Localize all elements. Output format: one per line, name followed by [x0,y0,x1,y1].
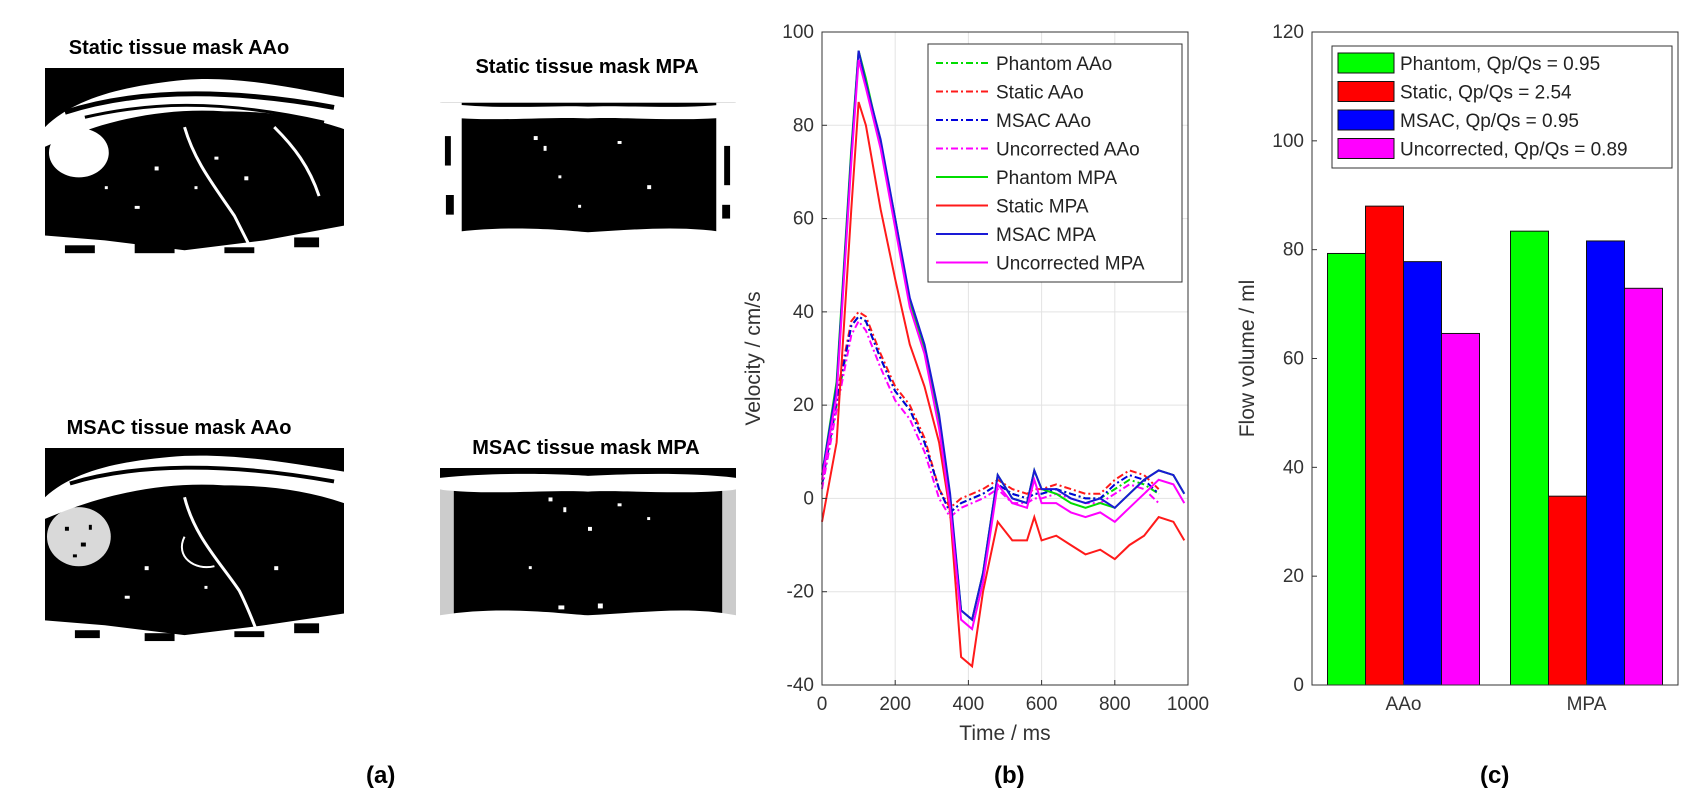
legend-swatch [1337,81,1395,102]
y-tick-label: 0 [1293,675,1304,696]
legend-label: Phantom AAo [996,54,1112,75]
x-axis-label: Time / ms [959,722,1050,745]
legend-label: Static, Qp/Qs = 2.54 [1400,83,1572,104]
bar [1327,252,1366,686]
flow-volume-bar-chart: AAo MPA 0 20 40 60 80 100 120 Flow volume / ml Pha… [1236,22,1679,715]
series-line [821,319,1160,519]
bar [1548,495,1587,686]
bar [1403,261,1442,686]
x-tick-label: 400 [953,694,985,715]
mask-title-msac-aao: MSAC tissue mask AAo [66,417,292,439]
legend-label: MSAC MPA [996,225,1096,246]
y-axis-label: Velocity / cm/s [742,291,765,425]
y-tick-label: 20 [1283,566,1304,587]
mask-title-static-mpa: Static tissue mask MPA [475,56,699,78]
x-tick-label: 0 [817,694,828,715]
legend-swatch [1337,109,1395,131]
bar [1586,240,1625,686]
y-tick-label: -20 [787,582,814,603]
tissue-mask-image [440,87,736,249]
velocity-line-chart: 0 200 400 600 800 1000 -40 -20 0 20 40 60 80 100 Time … [742,22,1209,745]
series-line [821,315,1160,515]
tissue-mask-static-mpa [440,87,736,249]
y-tick-label: 60 [1283,349,1304,370]
series-line [821,50,1186,622]
x-tick-label: 200 [879,694,911,715]
tissue-mask-image [440,468,736,630]
tissue-mask-image [45,448,344,645]
legend-label: Uncorrected, Qp/Qs = 0.89 [1400,140,1628,161]
y-tick-label: 120 [1272,22,1304,43]
y-tick-label: 100 [1272,131,1304,152]
tissue-mask-msac-aao [45,455,344,645]
x-tick-label: 800 [1099,694,1131,715]
series-line [821,101,1186,669]
tissue-mask-msac-mpa [440,473,736,630]
series-line [821,59,1186,631]
legend-label: Uncorrected AAo [996,140,1140,161]
mask-title-msac-mpa: MSAC tissue mask MPA [472,437,700,459]
panel-label-c: (c) [1480,762,1510,789]
mask-title-static-aao: Static tissue mask AAo [68,37,290,59]
legend-swatch [1337,52,1395,74]
axes-box [821,31,1189,686]
legend-box [927,43,1183,283]
legend-swatch [1337,138,1395,159]
y-tick-label: 80 [793,115,814,136]
x-tick-label: 600 [1026,694,1058,715]
x-tick-label: 1000 [1167,694,1209,715]
bar [1510,230,1549,686]
legend-label: Static MPA [996,197,1089,218]
legend-label: Uncorrected MPA [996,254,1145,275]
legend-label: MSAC AAo [996,111,1091,132]
y-tick-label: 40 [793,302,814,323]
x-tick-label: AAo [1386,694,1422,715]
y-tick-label: 0 [803,488,814,509]
bar [1624,287,1663,686]
legend-label: Phantom, Qp/Qs = 0.95 [1400,54,1600,75]
legend-label: MSAC, Qp/Qs = 0.95 [1400,111,1579,132]
y-tick-label: -40 [787,675,814,696]
bar [1441,332,1480,686]
series-line [821,310,1160,510]
panel-label-a: (a) [366,762,396,789]
tissue-mask-static-aao [45,78,344,265]
y-tick-label: 40 [1283,457,1304,478]
panel-label-b: (b) [994,762,1025,789]
x-tick-label: MPA [1567,694,1607,715]
legend-label: Phantom MPA [996,168,1117,189]
tissue-mask-image [45,68,344,265]
y-tick-label: 60 [793,209,814,230]
y-tick-label: 100 [782,22,814,43]
bar [1365,205,1404,686]
y-axis-label: Flow volume / ml [1236,280,1259,438]
y-tick-label: 80 [1283,240,1304,261]
y-tick-label: 20 [793,395,814,416]
legend-label: Static AAo [996,83,1084,104]
